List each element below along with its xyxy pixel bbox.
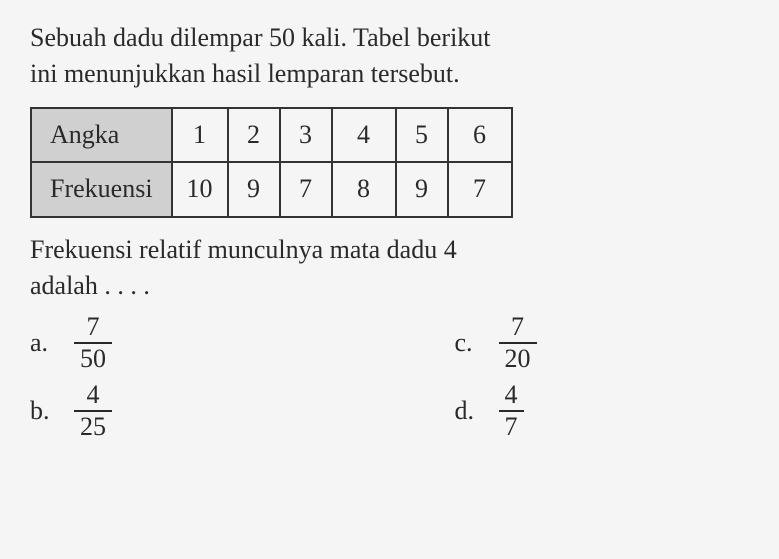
table-row: Angka 1 2 3 4 5 6 [31,108,512,162]
question-text: Sebuah dadu dilempar 50 kali. Tabel beri… [30,20,749,93]
angka-cell: 5 [396,108,448,162]
denominator: 7 [499,410,524,440]
question-line1: Sebuah dadu dilempar 50 kali. Tabel beri… [30,23,491,52]
frekuensi-cell: 10 [172,162,228,216]
option-label: c. [455,325,479,361]
fraction: 7 50 [74,314,112,372]
row-header-angka: Angka [31,108,172,162]
table-row: Frekuensi 10 9 7 8 9 7 [31,162,512,216]
frekuensi-cell: 7 [280,162,332,216]
fraction: 7 20 [499,314,537,372]
followup-line2: adalah . . . . [30,271,150,300]
followup-text: Frekuensi relatif munculnya mata dadu 4 … [30,232,749,305]
option-label: a. [30,325,54,361]
options-grid: a. 7 50 c. 7 20 b. 4 25 d. 4 7 [30,314,749,440]
frekuensi-cell: 7 [448,162,512,216]
numerator: 4 [81,382,106,410]
option-c: c. 7 20 [455,314,750,372]
numerator: 4 [499,382,524,410]
frekuensi-cell: 9 [228,162,280,216]
frekuensi-cell: 8 [332,162,396,216]
followup-line1: Frekuensi relatif munculnya mata dadu 4 [30,235,457,264]
angka-cell: 4 [332,108,396,162]
numerator: 7 [81,314,106,342]
question-line2: ini menunjukkan hasil lemparan tersebut. [30,59,460,88]
frekuensi-cell: 9 [396,162,448,216]
angka-cell: 6 [448,108,512,162]
angka-cell: 2 [228,108,280,162]
frequency-table: Angka 1 2 3 4 5 6 Frekuensi 10 9 7 8 9 7 [30,107,513,218]
option-label: d. [455,393,479,429]
angka-cell: 3 [280,108,332,162]
row-header-frekuensi: Frekuensi [31,162,172,216]
angka-cell: 1 [172,108,228,162]
option-a: a. 7 50 [30,314,325,372]
denominator: 50 [74,342,112,372]
fraction: 4 25 [74,382,112,440]
denominator: 25 [74,410,112,440]
option-label: b. [30,393,54,429]
fraction: 4 7 [499,382,524,440]
option-b: b. 4 25 [30,382,325,440]
numerator: 7 [505,314,530,342]
denominator: 20 [499,342,537,372]
option-d: d. 4 7 [455,382,750,440]
